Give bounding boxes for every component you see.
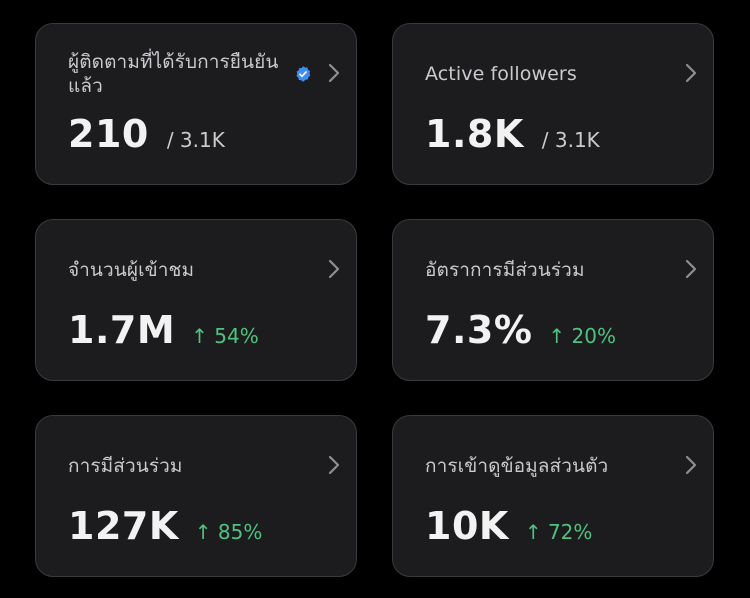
card-values: 127K ↑ 85% [68,504,262,548]
card-title: Active followers [425,63,577,85]
active-followers-card[interactable]: Active followers 1.8K / 3.1K [392,23,714,185]
impressions-card[interactable]: จำนวนผู้เข้าชม 1.7M ↑ 54% [35,219,357,381]
card-values: 1.8K / 3.1K [425,112,600,156]
metric-value: 1.8K [425,112,524,156]
metric-value: 127K [68,504,179,548]
metric-total: / 3.1K [166,128,225,152]
metric-value: 7.3% [425,308,533,352]
verified-followers-card[interactable]: ผู้ติดตามที่ได้รับการยืนยันแล้ว 210 / 3.… [35,23,357,185]
card-values: 210 / 3.1K [68,112,225,156]
metric-value: 1.7M [68,308,176,352]
chevron-right-icon [685,63,697,83]
metric-value: 210 [68,112,149,156]
metric-value: 10K [425,504,509,548]
profile-visits-card[interactable]: การเข้าดูข้อมูลส่วนตัว 10K ↑ 72% [392,415,714,577]
metric-change: ↑ 20% [548,324,616,348]
card-values: 7.3% ↑ 20% [425,308,616,352]
chevron-right-icon [328,259,340,279]
chevron-right-icon [685,455,697,475]
metric-total: / 3.1K [541,128,600,152]
card-values: 10K ↑ 72% [425,504,592,548]
metric-change: ↑ 72% [524,520,593,544]
card-title: ผู้ติดตามที่ได้รับการยืนยันแล้ว [68,51,279,97]
card-title: จำนวนผู้เข้าชม [68,259,195,281]
card-values: 1.7M ↑ 54% [68,308,259,352]
metric-change: ↑ 54% [191,324,259,348]
engagements-card[interactable]: การมีส่วนร่วม 127K ↑ 85% [35,415,357,577]
chevron-right-icon [328,455,340,475]
chevron-right-icon [685,259,697,279]
card-title: อัตราการมีส่วนร่วม [425,259,585,281]
card-title: การมีส่วนร่วม [68,455,183,477]
card-title: การเข้าดูข้อมูลส่วนตัว [425,455,609,477]
verified-badge-icon [296,66,311,82]
engagement-rate-card[interactable]: อัตราการมีส่วนร่วม 7.3% ↑ 20% [392,219,714,381]
metric-change: ↑ 85% [194,520,263,544]
chevron-right-icon [328,63,340,83]
